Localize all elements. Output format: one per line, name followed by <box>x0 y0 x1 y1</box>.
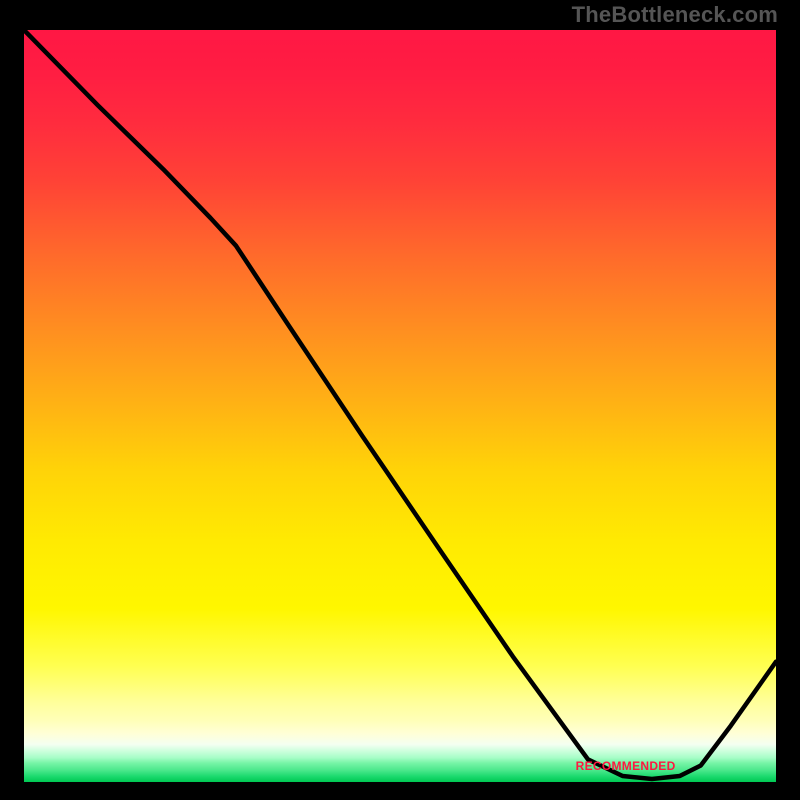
watermark-text: TheBottleneck.com <box>572 2 778 28</box>
recommended-label: RECOMMENDED <box>576 759 676 773</box>
plot-area: RECOMMENDED <box>24 30 776 779</box>
chart-line <box>24 30 776 782</box>
canvas: TheBottleneck.com RECOMMENDED <box>0 0 800 800</box>
